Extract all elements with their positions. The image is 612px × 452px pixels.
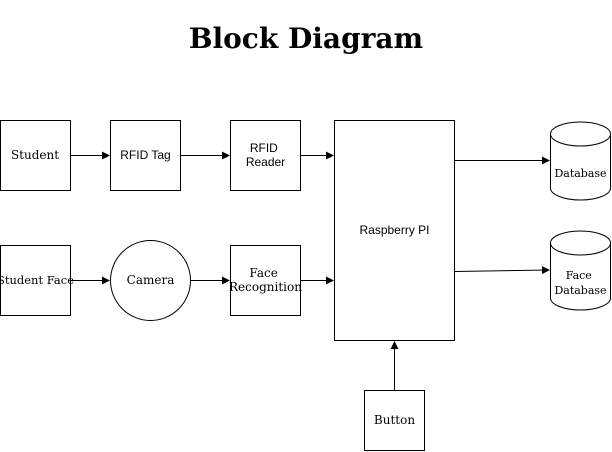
button-box [364, 390, 425, 451]
raspberry-pi-label: Raspberry PI [359, 223, 429, 237]
camera-label: Camera [127, 273, 175, 287]
rfid-reader-box [230, 120, 301, 191]
rfid-tag-box [110, 120, 181, 191]
student-face-label: Student Face [0, 273, 74, 287]
diagram-title: Block Diagram [188, 22, 424, 55]
arrow-raspberry-pi-to-face-database [454, 266, 550, 275]
database-label: Database [554, 167, 606, 180]
button-label: Button [374, 413, 415, 427]
face-database-cylinder [550, 230, 611, 311]
rfid-tag-label: RFID Tag [120, 148, 170, 162]
rfid-reader-label: RFID Reader [246, 141, 285, 169]
face-recognition-label: Face Recognition [229, 266, 302, 294]
database-cylinder [550, 121, 611, 201]
rfid-reader-label-line-1: RFID [250, 141, 278, 155]
face-recognition-box [230, 245, 301, 316]
face-recognition-label-line-2: Recognition [229, 280, 302, 294]
student-face-box [0, 245, 71, 316]
student-box [0, 120, 71, 191]
face-database-label: Face Database [554, 269, 606, 297]
student-label: Student [11, 148, 59, 162]
face-database-label-line-2: Database [554, 284, 606, 297]
face-recognition-label-line-1: Face [249, 266, 278, 280]
camera-circle [110, 240, 191, 321]
rfid-reader-label-line-2: Reader [246, 155, 285, 169]
face-database-label-line-1: Face [566, 269, 592, 282]
raspberry-pi-box [334, 120, 455, 341]
